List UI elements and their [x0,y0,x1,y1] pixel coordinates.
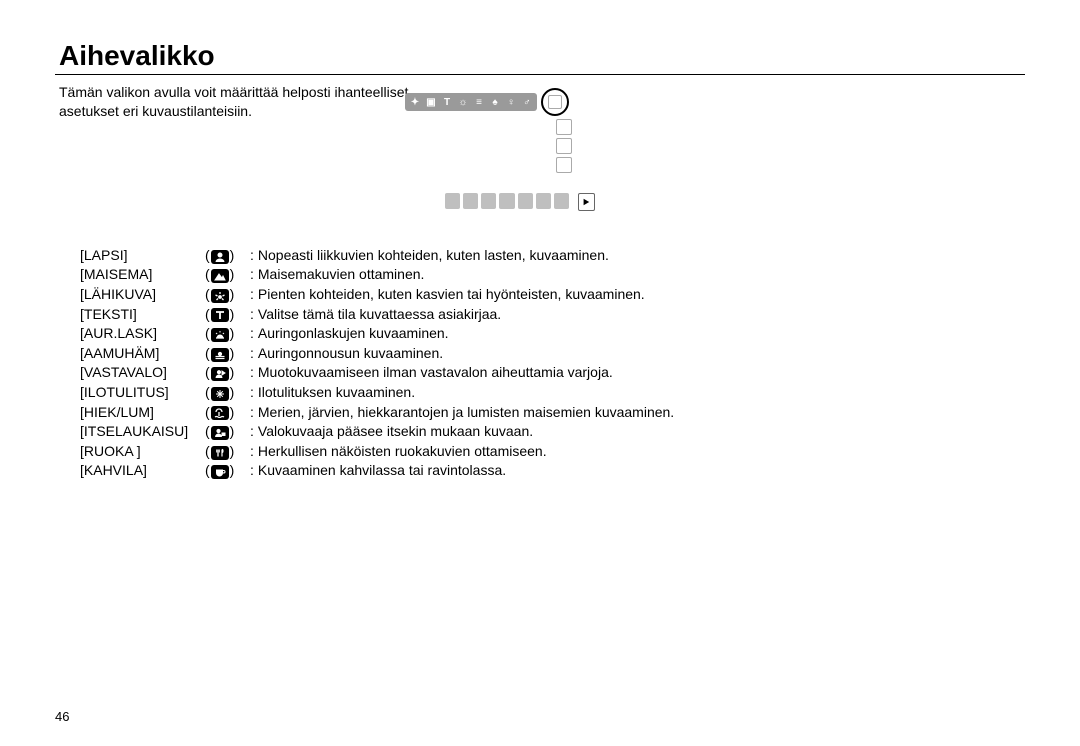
mode-label: [RUOKA ] [80,442,205,462]
bot-box [554,193,569,209]
landscape-icon [211,269,229,283]
strip-icon: ♂ [520,95,534,109]
selector-circle [541,88,569,116]
mode-label: [LÄHIKUVA] [80,285,205,305]
mode-label: [VASTAVALO] [80,363,205,383]
mode-description: :Pienten kohteiden, kuten kasvien tai hy… [250,285,1025,305]
mode-icon-cell: () [205,403,250,423]
mode-label: [ITSELAUKAISU] [80,422,205,442]
manual-page: Aihevalikko Tämän valikon avulla voit mä… [0,0,1080,746]
selftimer-icon [211,426,229,440]
text-icon [211,308,229,322]
mode-description: :Ilotulituksen kuvaaminen. [250,383,1025,403]
v-box [556,119,572,135]
mode-icon-cell: () [205,305,250,325]
child-icon [211,250,229,264]
bot-box [536,193,551,209]
page-number: 46 [55,709,69,724]
mode-icon-cell: () [205,422,250,442]
mode-row: [HIEK/LUM]():Merien, järvien, hiekkarant… [80,403,1025,423]
mode-label: [TEKSTI] [80,305,205,325]
title-rule [55,74,1025,75]
top-icon-strip: ✦ ▣ T ☼ ≡ ♠ ♀ ♂ [405,88,595,116]
dawn-icon [211,348,229,362]
backlight-icon [211,367,229,381]
mode-icon-cell: () [205,363,250,383]
food-icon [211,446,229,460]
mode-row: [RUOKA ]():Herkullisen näköisten ruokaku… [80,442,1025,462]
beach-icon [211,406,229,420]
mode-label: [AUR.LASK] [80,324,205,344]
bot-box [481,193,496,209]
mode-description: :Maisemakuvien ottaminen. [250,265,1025,285]
mode-row: [MAISEMA]():Maisemakuvien ottaminen. [80,265,1025,285]
mode-icon-cell: () [205,383,250,403]
mode-row: [KAHVILA]():Kuvaaminen kahvilassa tai ra… [80,461,1025,481]
mode-description: :Nopeasti liikkuvien kohteiden, kuten la… [250,246,1025,266]
mode-label: [AAMUHÄM] [80,344,205,364]
cafe-icon [211,465,229,479]
mode-icon-cell: () [205,442,250,462]
page-title: Aihevalikko [59,40,1025,72]
firework-icon [211,387,229,401]
strip-icon: ✦ [408,95,422,109]
strip-icon: T [440,95,454,109]
mode-description: :Kuvaaminen kahvilassa tai ravintolassa. [250,461,1025,481]
mode-description: :Auringonnousun kuvaaminen. [250,344,1025,364]
strip-icon: ☼ [456,95,470,109]
mode-icon-cell: () [205,344,250,364]
mode-description: :Auringonlaskujen kuvaaminen. [250,324,1025,344]
mode-row: [ITSELAUKAISU]():Valokuvaaja pääsee itse… [80,422,1025,442]
mode-description: :Herkullisen näköisten ruokakuvien ottam… [250,442,1025,462]
mode-description: :Valokuvaaja pääsee itsekin mukaan kuvaa… [250,422,1025,442]
mode-row: [TEKSTI]():Valitse tämä tila kuvattaessa… [80,305,1025,325]
play-icon [578,193,595,211]
mode-list: [LAPSI]():Nopeasti liikkuvien kohteiden,… [80,246,1025,481]
mode-label: [HIEK/LUM] [80,403,205,423]
bot-box [499,193,514,209]
mode-row: [LAPSI]():Nopeasti liikkuvien kohteiden,… [80,246,1025,266]
sunset-icon [211,328,229,342]
mode-description: :Valitse tämä tila kuvattaessa asiakirja… [250,305,1025,325]
v-box [556,138,572,154]
mode-description: :Muotokuvaamiseen ilman vastavalon aiheu… [250,363,1025,383]
mode-label: [LAPSI] [80,246,205,266]
mode-icon-cell: () [205,246,250,266]
bottom-icon-strip [445,193,595,211]
bot-box [463,193,478,209]
bot-box [518,193,533,209]
intro-text: Tämän valikon avulla voit määrittää help… [59,83,419,121]
mode-row: [AAMUHÄM]():Auringonnousun kuvaaminen. [80,344,1025,364]
mode-icon-cell: () [205,265,250,285]
bot-box [445,193,460,209]
mode-dial-graphic: ✦ ▣ T ☼ ≡ ♠ ♀ ♂ [405,88,595,211]
mode-row: [AUR.LASK]():Auringonlaskujen kuvaaminen… [80,324,1025,344]
strip-icon: ▣ [424,95,438,109]
mode-row: [ILOTULITUS]():Ilotulituksen kuvaaminen. [80,383,1025,403]
mode-row: [VASTAVALO]():Muotokuvaamiseen ilman vas… [80,363,1025,383]
mode-icon-cell: () [205,285,250,305]
mode-label: [KAHVILA] [80,461,205,481]
mode-row: [LÄHIKUVA]():Pienten kohteiden, kuten ka… [80,285,1025,305]
mode-icon-cell: () [205,461,250,481]
closeup-icon [211,289,229,303]
v-box [556,157,572,173]
mode-label: [MAISEMA] [80,265,205,285]
mode-icon-cell: () [205,324,250,344]
strip-icon: ♠ [488,95,502,109]
mode-description: :Merien, järvien, hiekkarantojen ja lumi… [250,403,1025,423]
strip-icon: ≡ [472,95,486,109]
mode-label: [ILOTULITUS] [80,383,205,403]
strip-icon: ♀ [504,95,518,109]
vertical-boxes [556,119,595,173]
